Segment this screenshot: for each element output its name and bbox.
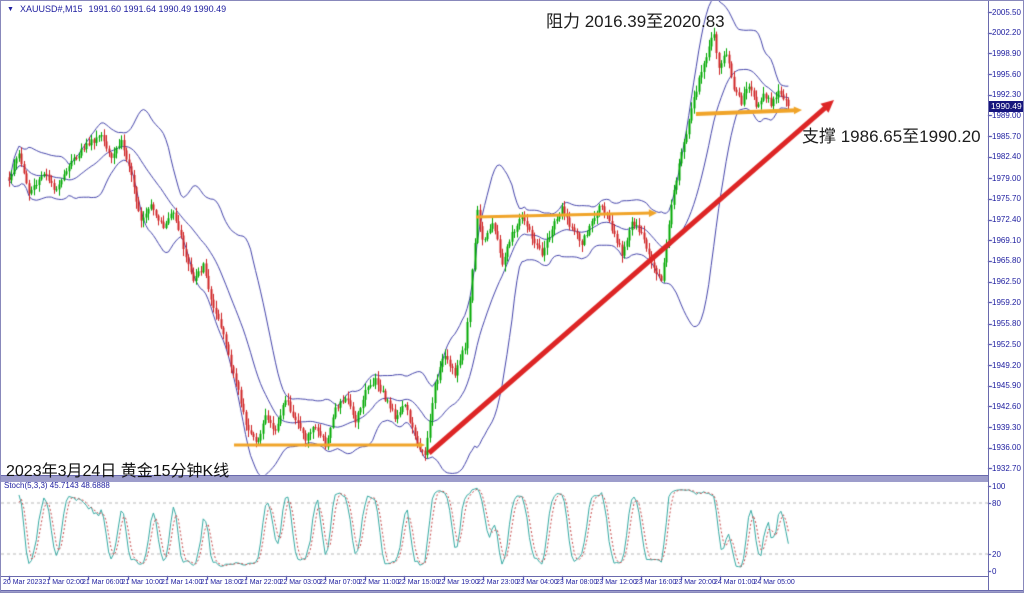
stoch-scale-label: 80	[992, 498, 1001, 508]
time-axis-label: 23 Mar 08:00	[556, 579, 598, 586]
time-axis-label: 22 Mar 03:00	[279, 579, 321, 586]
price-axis-label: 1989.00	[992, 110, 1021, 120]
time-axis-label: 23 Mar 12:00	[595, 579, 637, 586]
time-axis-label: 21 Mar 22:00	[240, 579, 282, 586]
stoch-scale-label: 20	[992, 549, 1001, 559]
symbol-ohlc-values: 1991.60 1991.64 1990.49 1990.49	[88, 4, 227, 14]
stochastic-indicator-label: Stoch(5,3,3) 45.7143 48.6888	[4, 481, 110, 490]
price-axis-label: 1982.40	[992, 152, 1021, 162]
time-axis-label: 23 Mar 16:00	[635, 579, 677, 586]
time-axis-label: 21 Mar 02:00	[42, 579, 84, 586]
panel-separator[interactable]	[1, 475, 989, 482]
chevron-down-icon[interactable]: ▼	[7, 5, 14, 13]
time-axis-label: 23 Mar 04:00	[516, 579, 558, 586]
price-axis-label: 1939.30	[992, 422, 1021, 432]
price-axis-label: 1952.50	[992, 339, 1021, 349]
price-axis-label: 2005.50	[992, 7, 1021, 17]
price-axis-label: 1965.80	[992, 256, 1021, 266]
price-axis-label: 1959.20	[992, 297, 1021, 307]
current-price-badge: 1990.49	[989, 100, 1023, 112]
stoch-scale-label: 100	[992, 481, 1006, 491]
time-axis-label: 22 Mar 15:00	[398, 579, 440, 586]
price-axis-label: 1969.10	[992, 235, 1021, 245]
price-axis-label: 1949.20	[992, 360, 1021, 370]
price-axis-label: 1936.00	[992, 443, 1021, 453]
time-axis-label: 22 Mar 23:00	[477, 579, 519, 586]
price-axis-label: 2002.20	[992, 28, 1021, 38]
stoch-panel-border	[1, 576, 989, 577]
price-axis-label: 1942.60	[992, 401, 1021, 411]
time-axis-label: 20 Mar 2023	[3, 579, 43, 586]
price-axis-divider	[988, 1, 989, 590]
resistance-annotation: 阻力 2016.39至2020.83	[546, 12, 725, 31]
time-axis-label: 22 Mar 07:00	[319, 579, 361, 586]
price-axis-label: 1992.30	[992, 90, 1021, 100]
time-axis-label: 22 Mar 11:00	[358, 579, 400, 586]
price-axis-label: 1955.80	[992, 319, 1021, 329]
price-axis-label: 1979.00	[992, 173, 1021, 183]
symbol-name: XAUUSD#,M15	[19, 4, 83, 14]
price-axis-label: 1985.70	[992, 131, 1021, 141]
chart-caption: 2023年3月24日 黄金15分钟K线	[6, 463, 230, 480]
time-axis-label: 21 Mar 06:00	[82, 579, 124, 586]
price-axis-label: 1932.70	[992, 463, 1021, 473]
price-axis-label: 1972.40	[992, 215, 1021, 225]
support-annotation: 支撑 1986.65至1990.20	[802, 127, 981, 146]
price-axis-label: 1945.90	[992, 381, 1021, 391]
price-axis-label: 1998.90	[992, 48, 1021, 58]
symbol-info-bar: ▼ XAUUSD#,M15 1991.60 1991.64 1990.49 19…	[7, 4, 226, 14]
window-bottom-bar	[1, 590, 1023, 592]
time-axis-label: 21 Mar 18:00	[200, 579, 242, 586]
time-axis-label: 24 Mar 05:00	[753, 579, 795, 586]
time-axis-label: 21 Mar 10:00	[121, 579, 163, 586]
price-axis-label: 1962.50	[992, 277, 1021, 287]
time-axis-label: 24 Mar 01:00	[714, 579, 756, 586]
stoch-scale-label: 0	[992, 566, 997, 576]
time-axis-label: 23 Mar 20:00	[674, 579, 716, 586]
price-axis-label: 1995.60	[992, 69, 1021, 79]
time-axis-label: 21 Mar 14:00	[161, 579, 203, 586]
time-axis-label: 22 Mar 19:00	[437, 579, 479, 586]
price-axis-label: 1975.70	[992, 194, 1021, 204]
